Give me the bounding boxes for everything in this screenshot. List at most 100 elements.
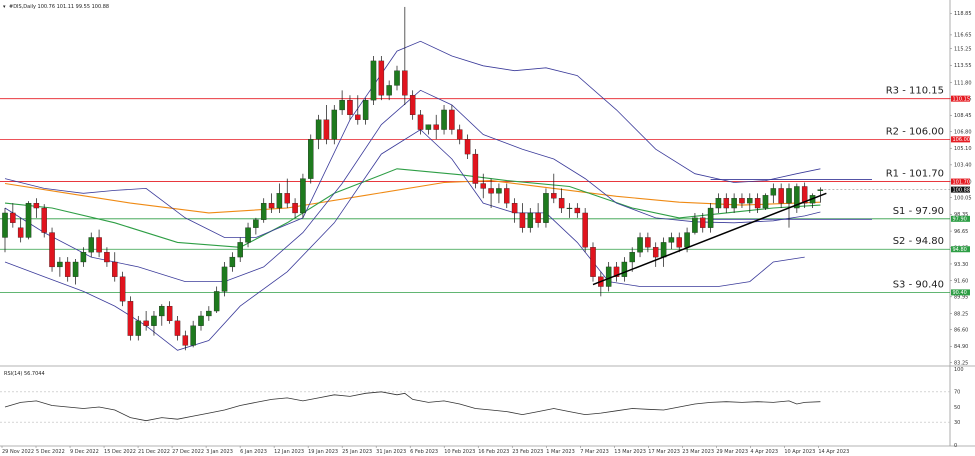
candle-body[interactable] (582, 212, 588, 248)
candle-body[interactable] (159, 305, 165, 317)
candle-body[interactable] (190, 325, 196, 346)
candle-body[interactable] (10, 212, 16, 223)
candle-body[interactable] (519, 212, 526, 228)
candle-body[interactable] (127, 301, 134, 336)
candle-body[interactable] (355, 114, 361, 120)
candle-body[interactable] (629, 252, 635, 263)
candle-body[interactable] (80, 252, 87, 263)
trendline-layer[interactable] (592, 192, 827, 286)
candle-body[interactable] (449, 109, 455, 130)
candle-body[interactable] (739, 198, 745, 204)
candle-body[interactable] (543, 193, 549, 223)
candle-body[interactable] (253, 219, 259, 228)
candle-body[interactable] (33, 202, 40, 209)
candle-body[interactable] (394, 70, 400, 86)
candle-body[interactable] (174, 320, 181, 336)
candle-body[interactable] (527, 212, 534, 228)
candle-body[interactable] (464, 139, 471, 155)
candle-body[interactable] (441, 109, 447, 130)
candle-body[interactable] (135, 320, 142, 336)
candle-body[interactable] (213, 291, 220, 312)
candle-body[interactable] (488, 188, 494, 194)
candle-body[interactable] (700, 217, 706, 228)
candle-body[interactable] (96, 237, 102, 253)
candle-body[interactable] (362, 99, 369, 120)
candle-body[interactable] (370, 60, 377, 101)
candle-body[interactable] (268, 202, 275, 209)
candle-body[interactable] (143, 320, 149, 326)
candle-body[interactable] (339, 99, 345, 111)
candle-body[interactable] (566, 207, 573, 209)
candle-body[interactable] (112, 261, 118, 277)
candle-body[interactable] (2, 212, 8, 238)
candle-body[interactable] (276, 193, 283, 209)
candle-body[interactable] (245, 227, 251, 243)
candle-body[interactable] (378, 60, 385, 96)
candle-body[interactable] (794, 186, 800, 209)
candle-body[interactable] (41, 207, 47, 233)
candle-body[interactable] (770, 188, 777, 196)
candle-body[interactable] (496, 188, 502, 194)
candle-body[interactable] (637, 237, 643, 253)
candle-body[interactable] (292, 202, 298, 214)
candle-body[interactable] (456, 129, 463, 140)
candle-body[interactable] (88, 237, 94, 253)
candle-body[interactable] (786, 188, 792, 204)
candle-body[interactable] (480, 183, 486, 189)
candle-body[interactable] (57, 261, 63, 268)
candle-body[interactable] (762, 195, 769, 209)
candle-body[interactable] (386, 85, 392, 96)
candle-body[interactable] (676, 237, 682, 248)
candle-body[interactable] (511, 202, 518, 214)
candle-body[interactable] (260, 202, 267, 220)
candle-body[interactable] (198, 315, 204, 326)
candle-body[interactable] (315, 119, 322, 140)
candle-body[interactable] (723, 198, 730, 209)
candle-body[interactable] (551, 193, 557, 199)
candle-body[interactable] (645, 237, 651, 248)
candle-body[interactable] (684, 232, 690, 248)
candle-body[interactable] (331, 109, 338, 140)
candle-body[interactable] (801, 186, 808, 204)
candle-body[interactable] (300, 178, 306, 214)
candle-body[interactable] (590, 247, 596, 277)
candle-body[interactable] (692, 217, 698, 233)
candle-body[interactable] (237, 242, 243, 258)
candle-body[interactable] (347, 99, 353, 116)
candle-body[interactable] (323, 119, 330, 140)
candles-layer[interactable] (2, 6, 824, 351)
candle-body[interactable] (668, 237, 675, 243)
candle-body[interactable] (535, 212, 541, 223)
candle-body[interactable] (433, 124, 439, 130)
candle-body[interactable] (652, 247, 659, 258)
candle-body[interactable] (25, 202, 32, 238)
candle-body[interactable] (17, 227, 24, 238)
candle-body[interactable] (409, 95, 416, 116)
candle-body[interactable] (472, 153, 479, 184)
candle-body[interactable] (660, 242, 667, 258)
candle-body[interactable] (731, 198, 737, 209)
candle-body[interactable] (64, 261, 71, 277)
candle-body[interactable] (151, 315, 157, 326)
candle-body[interactable] (104, 252, 110, 263)
dropdown-arrow-icon[interactable]: ▾ (3, 4, 6, 10)
candle-body[interactable] (613, 266, 620, 277)
candle-body[interactable] (119, 276, 126, 302)
candle-body[interactable] (166, 305, 173, 322)
candle-body[interactable] (206, 310, 212, 317)
candle-body[interactable] (558, 198, 565, 209)
candle-body[interactable] (229, 256, 236, 268)
trend-line[interactable] (592, 192, 827, 286)
candle-body[interactable] (778, 188, 784, 204)
candle-body[interactable] (715, 198, 722, 209)
candle-body[interactable] (425, 124, 432, 130)
candle-body[interactable] (707, 207, 714, 228)
candle-body[interactable] (747, 198, 753, 204)
candle-body[interactable] (621, 261, 628, 277)
candle-body[interactable] (72, 261, 79, 277)
candle-body[interactable] (221, 266, 228, 292)
candle-body[interactable] (417, 114, 424, 130)
candle-body[interactable] (402, 70, 408, 96)
